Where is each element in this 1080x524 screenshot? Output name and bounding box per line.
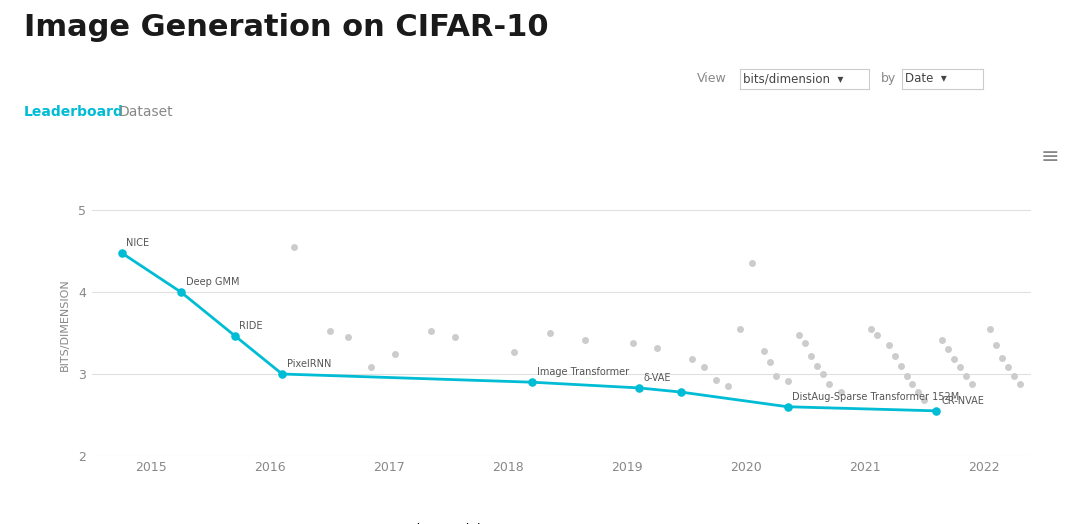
Point — [909, 388, 927, 396]
Point — [684, 355, 701, 364]
Point — [767, 372, 784, 380]
Point — [868, 331, 886, 339]
Point — [273, 370, 291, 378]
Text: Image Transformer: Image Transformer — [537, 367, 629, 377]
Point — [897, 372, 915, 380]
Point — [624, 339, 642, 347]
Text: Leaderboard: Leaderboard — [24, 105, 123, 119]
Point — [422, 327, 440, 336]
Text: NICE: NICE — [126, 238, 149, 248]
Point — [779, 376, 796, 385]
Y-axis label: BITS/DIMENSION: BITS/DIMENSION — [59, 278, 70, 372]
Point — [862, 325, 879, 333]
Point — [696, 363, 713, 372]
Text: ≡: ≡ — [1041, 147, 1059, 167]
Point — [446, 333, 463, 341]
Point — [363, 363, 380, 372]
Text: Image Generation on CIFAR-10: Image Generation on CIFAR-10 — [24, 13, 549, 42]
Point — [945, 355, 962, 364]
Point — [631, 384, 648, 392]
Point — [1004, 372, 1022, 380]
Text: PixelRNN: PixelRNN — [287, 359, 332, 369]
Point — [707, 376, 725, 384]
Text: bits/dimension  ▾: bits/dimension ▾ — [743, 72, 843, 85]
Point — [797, 339, 814, 347]
Point — [957, 372, 974, 380]
Point — [933, 335, 950, 344]
Point — [999, 363, 1016, 372]
Point — [886, 352, 903, 360]
Point — [928, 407, 945, 415]
Text: DistAug-Sparse Transformer 152M: DistAug-Sparse Transformer 152M — [793, 392, 960, 402]
Point — [987, 341, 1004, 350]
Text: CR-NVAE: CR-NVAE — [941, 396, 984, 406]
Text: Deep GMM: Deep GMM — [186, 277, 240, 287]
Point — [113, 249, 131, 257]
Point — [880, 341, 897, 350]
Point — [814, 370, 832, 378]
Point — [940, 345, 957, 354]
Point — [993, 353, 1010, 362]
Point — [951, 363, 969, 372]
Text: RIDE: RIDE — [240, 321, 262, 331]
Point — [833, 388, 850, 396]
Point — [577, 335, 594, 344]
Point — [892, 362, 909, 370]
Point — [226, 331, 243, 340]
Point — [821, 379, 838, 388]
Point — [981, 325, 998, 333]
Text: Dataset: Dataset — [119, 105, 174, 119]
Point — [173, 288, 190, 297]
Point — [916, 396, 933, 405]
Point — [541, 329, 558, 337]
Point — [743, 259, 760, 268]
Point — [719, 382, 737, 390]
Legend: Other models, Models with lowest bits/dimension: Other models, Models with lowest bits/di… — [366, 518, 757, 524]
Point — [321, 327, 338, 336]
Text: Date  ▾: Date ▾ — [905, 72, 947, 85]
Point — [672, 388, 689, 396]
Point — [285, 243, 302, 252]
Point — [761, 357, 779, 366]
Point — [809, 362, 826, 370]
Point — [802, 352, 820, 360]
Point — [1011, 379, 1028, 388]
Point — [523, 378, 540, 386]
Point — [791, 331, 808, 339]
Point — [963, 379, 981, 388]
Point — [387, 350, 404, 358]
Text: by: by — [881, 72, 896, 85]
Point — [731, 325, 748, 333]
Point — [755, 347, 772, 355]
Point — [779, 402, 796, 411]
Point — [904, 379, 921, 388]
Point — [505, 348, 523, 356]
Text: δ-VAE: δ-VAE — [644, 373, 671, 383]
Text: View: View — [697, 72, 727, 85]
Point — [648, 344, 665, 352]
Point — [339, 333, 356, 341]
